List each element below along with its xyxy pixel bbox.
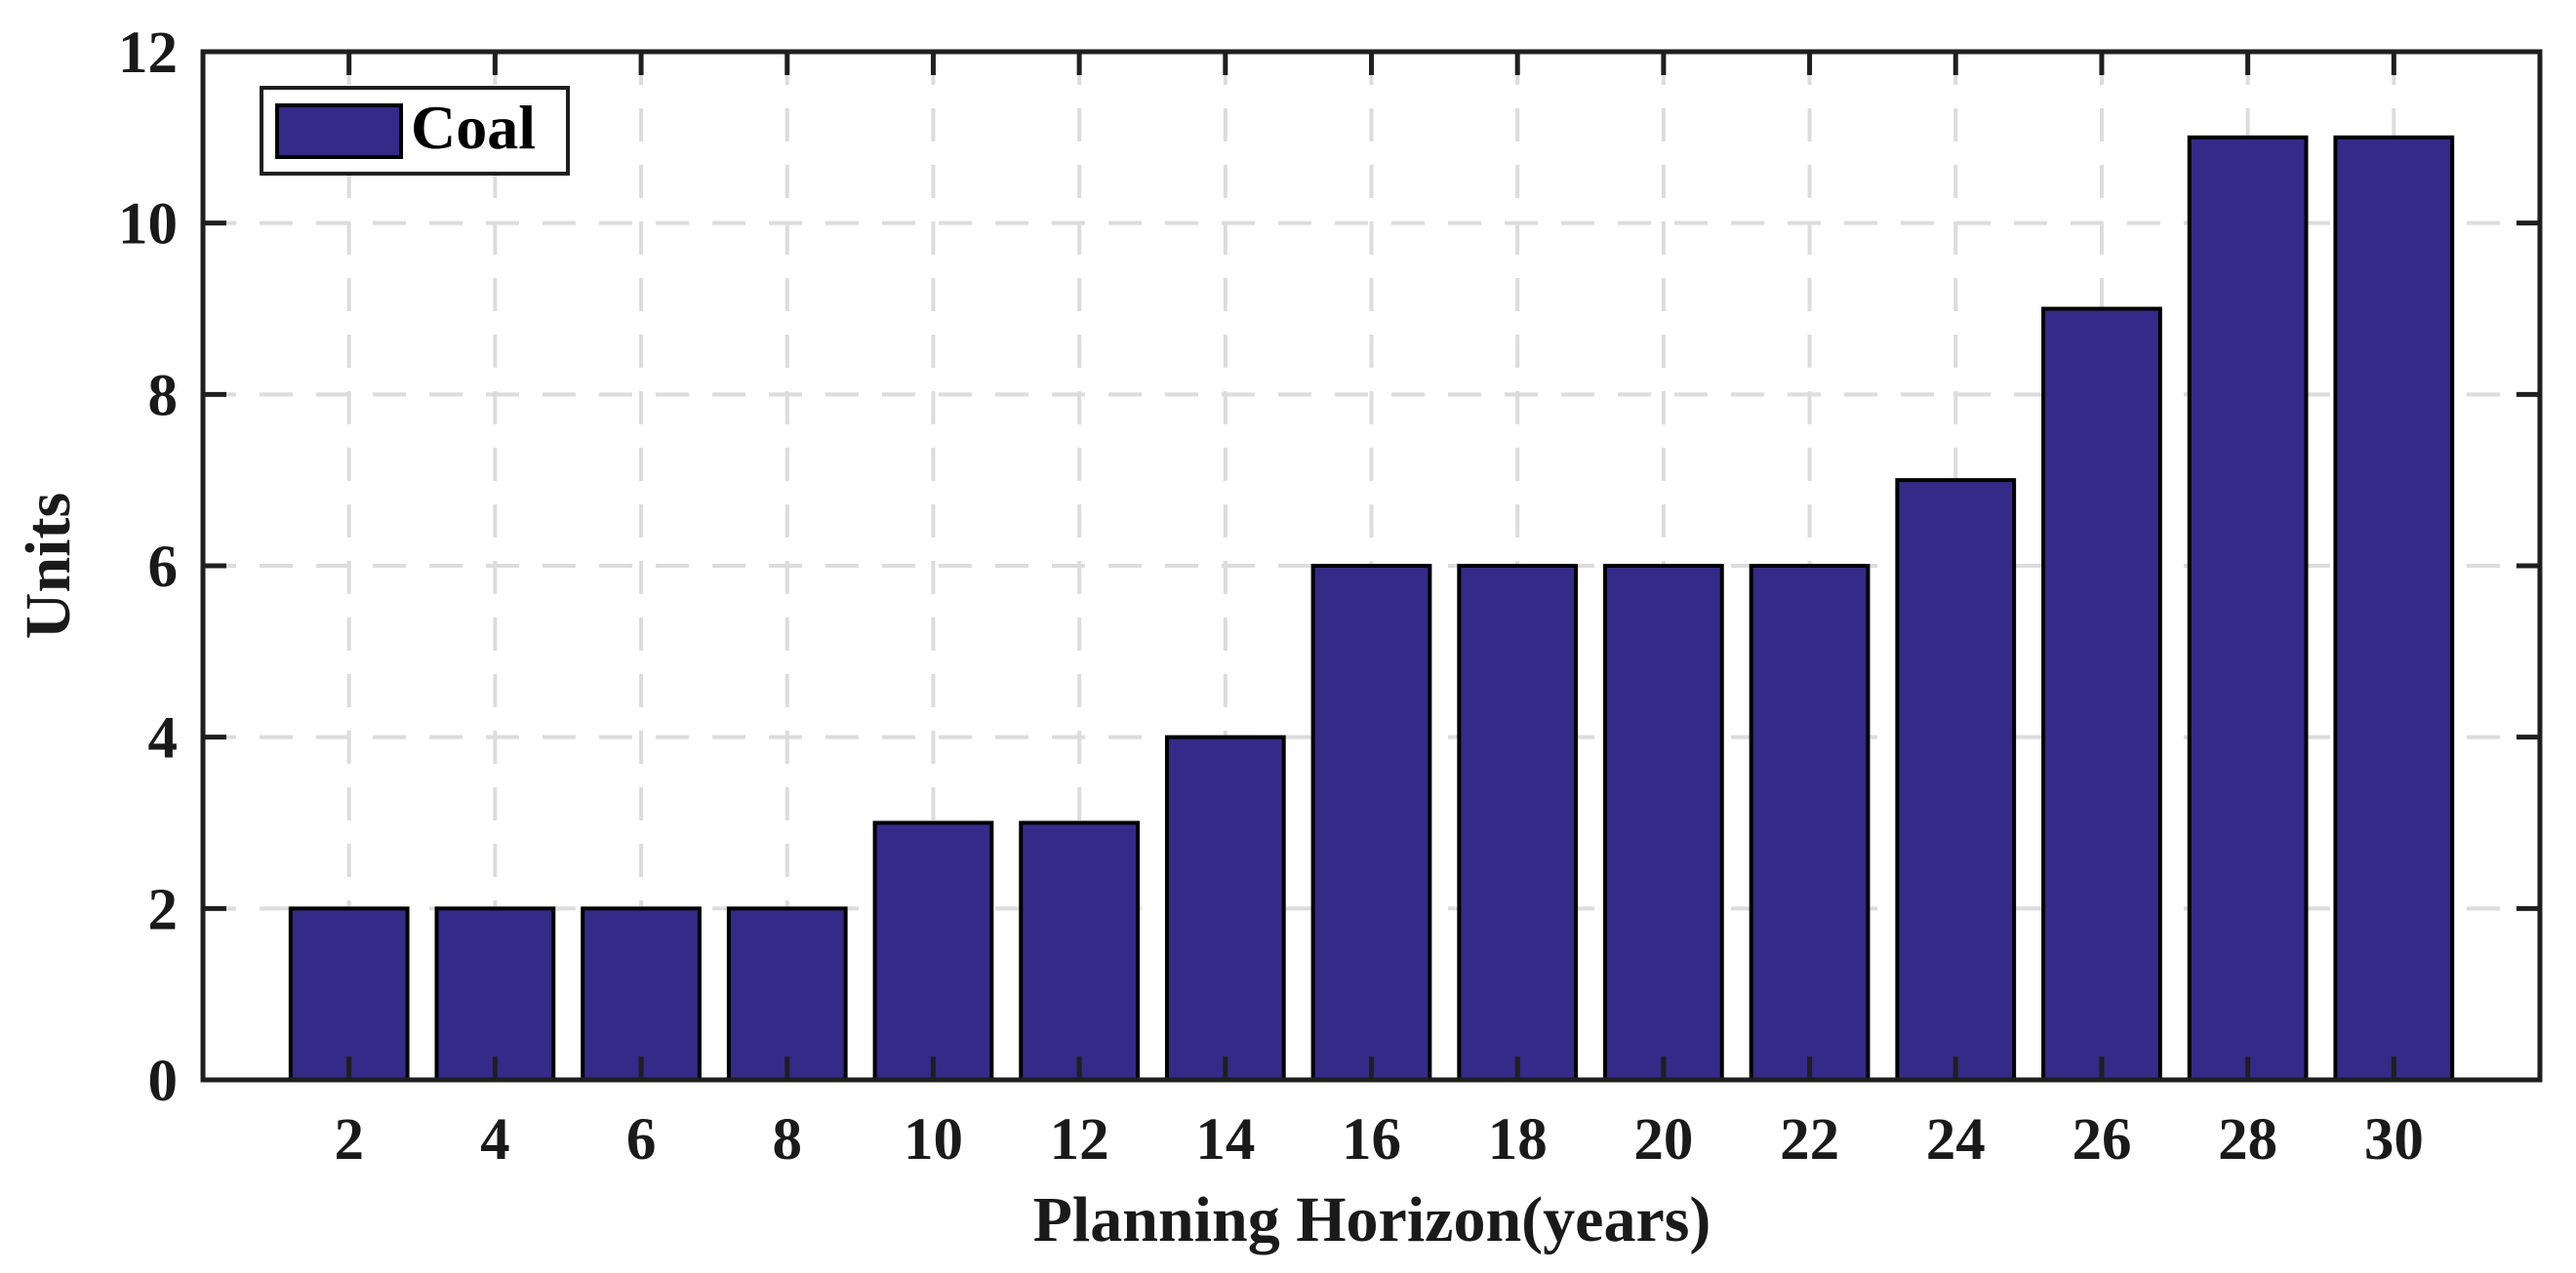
x-tick-label-26: 26 bbox=[2072, 1107, 2131, 1173]
bar-coal-year-28 bbox=[2187, 135, 2309, 1083]
x-tick-label-2: 2 bbox=[334, 1107, 364, 1173]
bar-coal-year-18 bbox=[1457, 564, 1579, 1082]
y-tick-label-6: 6 bbox=[148, 535, 179, 600]
bar-coal-year-22 bbox=[1749, 564, 1871, 1082]
bar-coal-year-26 bbox=[2041, 306, 2162, 1082]
x-tick-label-4: 4 bbox=[480, 1107, 510, 1173]
bar-coal-year-30 bbox=[2333, 135, 2455, 1083]
x-tick-label-8: 8 bbox=[773, 1107, 803, 1173]
bar-coal-year-8 bbox=[726, 906, 848, 1082]
bar-coal-year-2 bbox=[288, 906, 410, 1082]
x-tick-label-16: 16 bbox=[1342, 1107, 1401, 1173]
x-axis-label: Planning Horizon(years) bbox=[1032, 1184, 1711, 1255]
bar-coal-year-16 bbox=[1310, 564, 1432, 1082]
bar-coal-year-20 bbox=[1603, 564, 1724, 1082]
bar-coal-year-4 bbox=[434, 906, 556, 1082]
y-tick-label-4: 4 bbox=[148, 706, 179, 772]
x-tick-label-24: 24 bbox=[1926, 1107, 1986, 1173]
bar-coal-year-12 bbox=[1019, 820, 1140, 1082]
x-tick-label-30: 30 bbox=[2364, 1107, 2424, 1173]
x-tick-label-28: 28 bbox=[2218, 1107, 2277, 1173]
y-axis-label: Units bbox=[13, 492, 84, 640]
legend-swatch-coal bbox=[275, 102, 403, 159]
x-tick-label-22: 22 bbox=[1780, 1107, 1839, 1173]
x-tick-label-10: 10 bbox=[904, 1107, 963, 1173]
y-tick-label-10: 10 bbox=[118, 192, 178, 258]
bar-coal-year-10 bbox=[872, 820, 994, 1082]
x-tick-label-6: 6 bbox=[626, 1107, 657, 1173]
y-tick-label-2: 2 bbox=[148, 877, 179, 942]
x-tick-label-14: 14 bbox=[1195, 1107, 1255, 1173]
x-tick-label-20: 20 bbox=[1633, 1107, 1693, 1173]
y-tick-label-0: 0 bbox=[148, 1049, 179, 1114]
x-tick-label-18: 18 bbox=[1488, 1107, 1548, 1173]
bar-coal-year-14 bbox=[1164, 735, 1286, 1083]
legend-label-coal: Coal bbox=[411, 93, 536, 162]
bar-coal-year-24 bbox=[1895, 478, 2017, 1082]
x-tick-label-12: 12 bbox=[1050, 1107, 1109, 1173]
y-tick-label-8: 8 bbox=[148, 363, 179, 428]
y-tick-label-12: 12 bbox=[118, 20, 178, 86]
bar-coal-year-6 bbox=[581, 906, 702, 1082]
legend-box: Coal bbox=[260, 86, 570, 176]
